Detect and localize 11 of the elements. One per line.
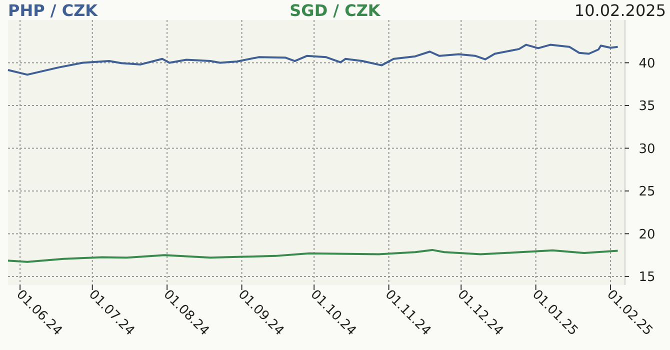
line-series	[7, 248, 619, 263]
y-tick-label: 25	[638, 184, 656, 200]
y-tick-label: 15	[638, 270, 656, 285]
line-series	[7, 44, 619, 76]
y-tick-label: 40	[638, 56, 656, 72]
text: SGD / CZK	[290, 1, 381, 20]
y-tick-label: 20	[638, 227, 656, 242]
annotation: 10.02.2025	[574, 1, 666, 20]
y-tick-label: 30	[638, 142, 656, 157]
text: PHP / CZK	[8, 1, 98, 20]
y-tick-label: 35	[638, 99, 656, 114]
